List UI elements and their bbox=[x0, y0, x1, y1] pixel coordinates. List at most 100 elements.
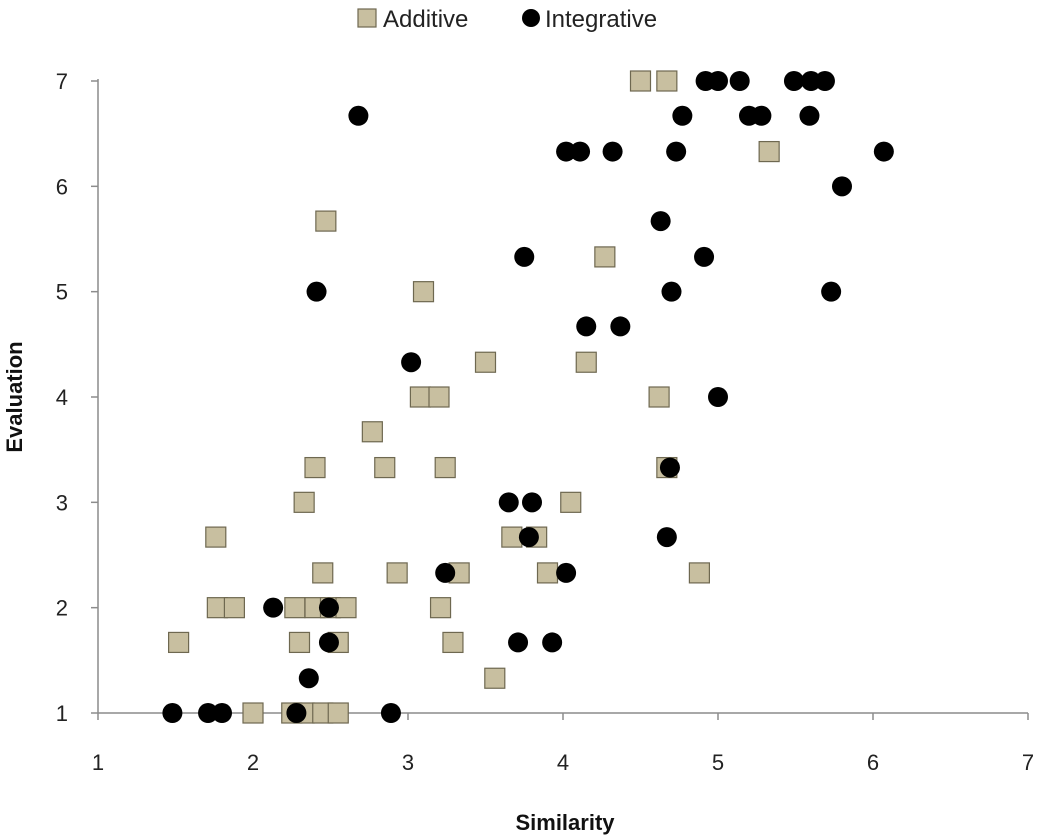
integrative-point bbox=[576, 316, 597, 337]
integrative-point bbox=[801, 71, 821, 91]
integrative-point bbox=[708, 387, 728, 407]
x-tick-label: 2 bbox=[247, 750, 259, 775]
additive-point bbox=[656, 70, 678, 92]
x-tick-labels: 1 2 3 4 5 6 7 bbox=[92, 750, 1034, 775]
integrative-point bbox=[661, 281, 682, 302]
integrative-point bbox=[672, 105, 693, 126]
additive-point bbox=[434, 456, 456, 479]
integrative-point bbox=[514, 246, 535, 267]
integrative-point bbox=[298, 668, 319, 689]
additive-point bbox=[288, 631, 311, 654]
x-tick-label: 7 bbox=[1022, 750, 1034, 775]
additive-point bbox=[594, 246, 616, 268]
integrative-point bbox=[659, 457, 680, 478]
y-tick-labels: 1 2 3 4 5 6 7 bbox=[56, 69, 68, 726]
additive-point bbox=[429, 597, 452, 619]
y-tick-label: 2 bbox=[56, 596, 68, 621]
integrative-point bbox=[666, 141, 687, 162]
additive-point bbox=[442, 631, 464, 654]
integrative-point bbox=[263, 597, 284, 618]
x-tick-label: 4 bbox=[557, 750, 569, 775]
integrative-point bbox=[556, 141, 577, 162]
integrative-point bbox=[306, 281, 327, 302]
legend-additive-label: Additive bbox=[383, 6, 468, 33]
y-axis-title: Evaluation bbox=[2, 341, 27, 452]
integrative-point bbox=[318, 597, 339, 618]
integrative-point bbox=[435, 562, 456, 583]
additive-point bbox=[327, 702, 349, 724]
additive-point bbox=[223, 597, 245, 619]
series-additive bbox=[168, 70, 780, 724]
integrative-point bbox=[751, 105, 772, 126]
y-tick-label: 1 bbox=[56, 701, 68, 726]
additive-point bbox=[412, 281, 435, 303]
integrative-point bbox=[401, 352, 422, 373]
additive-point bbox=[386, 562, 408, 584]
additive-point bbox=[575, 351, 597, 373]
additive-point bbox=[315, 210, 337, 232]
integrative-point bbox=[380, 703, 401, 723]
integrative-point bbox=[508, 632, 529, 653]
integrative-point bbox=[162, 703, 183, 723]
additive-point bbox=[428, 386, 450, 408]
integrative-point bbox=[522, 492, 542, 513]
x-tick-label: 6 bbox=[867, 750, 879, 775]
axes bbox=[91, 79, 1029, 720]
additive-point bbox=[312, 562, 334, 584]
integrative-point bbox=[570, 141, 591, 162]
integrative-point bbox=[602, 141, 623, 162]
integrative-point bbox=[518, 527, 539, 548]
integrative-point bbox=[498, 492, 519, 513]
x-tick-label: 3 bbox=[402, 750, 414, 775]
additive-point bbox=[205, 526, 227, 548]
y-tick-label: 5 bbox=[56, 280, 68, 305]
integrative-point bbox=[650, 211, 671, 232]
additive-point bbox=[629, 70, 652, 92]
integrative-point bbox=[814, 71, 835, 91]
integrative-point bbox=[799, 105, 820, 126]
additive-point bbox=[374, 456, 396, 479]
additive-point bbox=[293, 491, 315, 513]
x-tick-label: 1 bbox=[92, 750, 104, 775]
y-tick-label: 4 bbox=[56, 385, 68, 410]
legend-integrative-swatch bbox=[522, 9, 540, 27]
legend-additive-swatch bbox=[357, 8, 377, 28]
integrative-point bbox=[556, 562, 577, 583]
integrative-point bbox=[610, 316, 631, 337]
legend: Additive Integrative bbox=[357, 6, 657, 33]
additive-point bbox=[284, 597, 306, 619]
additive-point bbox=[688, 562, 711, 584]
y-tick-label: 7 bbox=[56, 69, 68, 94]
integrative-point bbox=[821, 281, 842, 302]
additive-point bbox=[648, 386, 670, 408]
y-tick-label: 3 bbox=[56, 490, 68, 515]
integrative-point bbox=[873, 141, 894, 162]
integrative-point bbox=[729, 71, 750, 91]
additive-point bbox=[335, 597, 357, 619]
integrative-point bbox=[694, 246, 715, 267]
additive-point bbox=[409, 386, 431, 408]
y-tick-label: 6 bbox=[56, 174, 68, 199]
integrative-point bbox=[348, 105, 369, 126]
integrative-point bbox=[832, 176, 852, 197]
additive-point bbox=[474, 351, 497, 373]
integrative-point bbox=[708, 71, 728, 91]
integrative-point bbox=[212, 703, 232, 723]
integrative-point bbox=[542, 632, 563, 653]
integrative-point bbox=[783, 71, 804, 91]
integrative-point bbox=[286, 703, 307, 723]
additive-point bbox=[168, 631, 190, 654]
additive-point bbox=[758, 140, 780, 163]
additive-point bbox=[304, 456, 326, 479]
additive-point bbox=[242, 702, 264, 724]
additive-point bbox=[560, 491, 582, 513]
additive-point bbox=[536, 562, 559, 584]
integrative-point bbox=[198, 703, 219, 723]
series-integrative bbox=[162, 71, 894, 723]
additive-point bbox=[484, 667, 506, 689]
integrative-point bbox=[656, 527, 677, 548]
x-tick-label: 5 bbox=[712, 750, 724, 775]
legend-integrative-label: Integrative bbox=[545, 6, 657, 33]
additive-point bbox=[361, 421, 383, 443]
